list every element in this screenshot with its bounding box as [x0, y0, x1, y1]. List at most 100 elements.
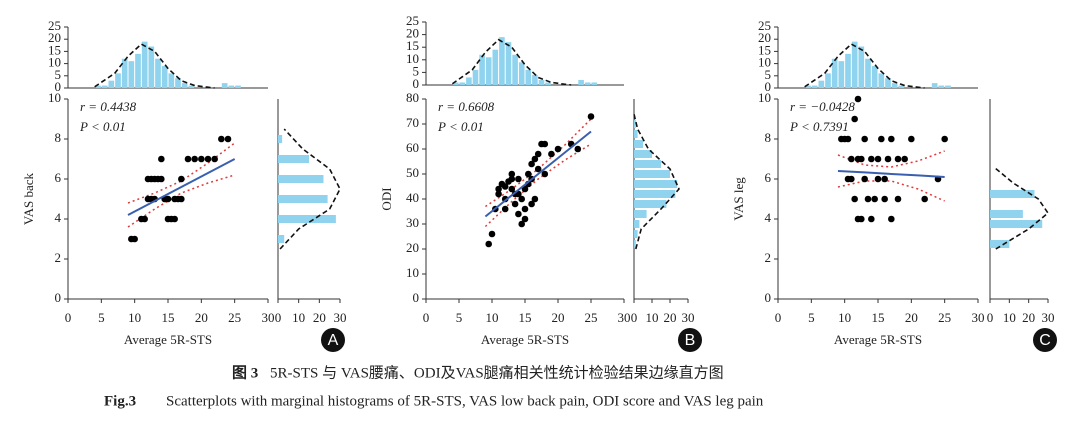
top-hist-bar — [188, 85, 195, 88]
top-hist-bar — [898, 85, 905, 88]
x-axis-label: Average 5R-STS — [124, 332, 212, 347]
point — [894, 195, 902, 203]
right-hist-bar — [990, 220, 1043, 228]
x-tick-label: 0 — [65, 310, 72, 325]
x-tick-label: 10 — [486, 310, 499, 325]
point — [178, 175, 185, 183]
right-hist-bar — [634, 150, 652, 158]
point — [485, 240, 493, 248]
top-hist-bar — [221, 83, 228, 88]
top-hist-bar — [858, 46, 865, 88]
y-tick-label: 20 — [48, 30, 61, 45]
point — [874, 155, 882, 163]
top-hist-bar — [545, 82, 551, 85]
ci-lower — [127, 174, 235, 228]
y-tick-label: 15 — [48, 42, 61, 57]
top-hist-bar — [466, 77, 472, 85]
point — [501, 183, 509, 190]
x-axis-label: Average 5R-STS — [834, 332, 922, 347]
x-tick-label: 10 — [292, 310, 305, 325]
top-hist-bar — [818, 80, 825, 88]
x-tick-label: 30 — [334, 310, 347, 325]
top-hist-bar — [155, 58, 161, 88]
top-hist-bar — [591, 82, 598, 85]
right-hist-bar — [634, 130, 638, 138]
point — [861, 135, 868, 143]
x-tick-label: 10 — [1003, 310, 1016, 325]
point — [921, 195, 928, 203]
point — [528, 200, 535, 208]
y-tick-label: 0 — [55, 290, 62, 305]
point — [881, 175, 888, 183]
x-tick-label: 30 — [682, 310, 695, 325]
x-tick-label: 30 — [972, 310, 985, 325]
y-tick-label: 0 — [413, 290, 420, 305]
y-tick-label: 2 — [765, 250, 772, 265]
right-hist-bar — [634, 190, 676, 198]
top-hist-bar — [525, 69, 532, 85]
point — [854, 95, 862, 103]
point — [488, 230, 496, 238]
right-density-curve — [279, 128, 341, 250]
point — [874, 175, 882, 183]
point — [501, 205, 509, 213]
y-axis-label: ODI — [379, 187, 394, 210]
y-tick-label: 5 — [765, 67, 772, 82]
point — [868, 215, 875, 223]
point — [141, 215, 148, 223]
top-hist-bar — [479, 54, 485, 85]
right-hist-bar — [634, 170, 670, 178]
y-tick-label: 10 — [48, 90, 61, 105]
y-tick-label: 8 — [55, 130, 62, 145]
y-tick-label: 20 — [406, 240, 419, 255]
top-density-curve — [451, 38, 572, 86]
x-tick-label: 30 — [618, 310, 631, 325]
top-hist-bar — [891, 83, 898, 88]
top-hist-bar — [101, 85, 108, 88]
x-tick-label: 0 — [423, 310, 430, 325]
y-tick-label: 6 — [765, 170, 772, 185]
caption-cn-text: 5R-STS 与 VAS腰痛、ODI及VAS腿痛相关性统计检验结果边缘直方图 — [270, 364, 724, 381]
point — [164, 195, 172, 203]
right-hist-bar — [278, 195, 328, 203]
point — [574, 145, 582, 153]
y-tick-label: 15 — [406, 38, 419, 53]
point — [495, 185, 502, 193]
top-hist-bar — [938, 85, 945, 88]
x-tick-label: 5 — [808, 310, 815, 325]
top-hist-bar — [931, 83, 938, 88]
y-tick-label: 0 — [55, 79, 62, 94]
point — [511, 200, 519, 208]
point — [224, 135, 232, 143]
point — [211, 155, 218, 163]
top-hist-bar — [452, 82, 459, 85]
x-tick-label: 30 — [1042, 310, 1055, 325]
y-tick-label: 4 — [55, 210, 62, 225]
point — [191, 155, 198, 163]
right-hist-bar — [634, 160, 661, 168]
point — [178, 195, 185, 203]
y-tick-label: 5 — [55, 67, 62, 82]
right-hist-bar — [278, 135, 283, 143]
y-tick-label: 2 — [55, 250, 62, 265]
x-tick-label: 5 — [98, 310, 105, 325]
point — [521, 215, 529, 223]
right-hist-bar — [634, 210, 647, 218]
fit-line — [484, 130, 592, 218]
x-tick-label: 10 — [646, 310, 659, 325]
top-hist-bar — [505, 42, 512, 85]
top-hist-bar — [578, 79, 584, 85]
right-hist-bar — [278, 215, 336, 223]
fit-line — [127, 158, 236, 216]
right-hist-bar — [278, 235, 285, 243]
panel-label: A — [328, 332, 339, 349]
point — [861, 175, 868, 183]
right-hist-bar — [634, 230, 638, 238]
annotation-r: r = 0.6608 — [438, 99, 495, 114]
top-hist-bar — [838, 61, 845, 88]
y-tick-label: 20 — [758, 30, 771, 45]
ci-lower — [484, 143, 592, 228]
right-hist-bar — [634, 220, 640, 228]
fit-line — [837, 170, 945, 178]
ci-upper — [127, 142, 236, 204]
